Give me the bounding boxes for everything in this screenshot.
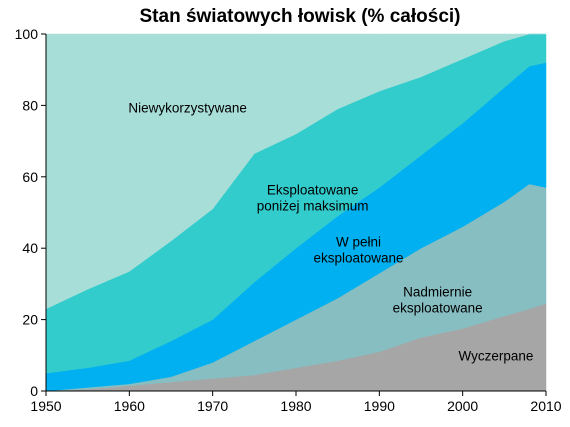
area-label: poniżej maksimum xyxy=(257,199,369,214)
x-tick-label: 1970 xyxy=(197,398,228,414)
area-label: eksploatowane xyxy=(393,300,483,315)
area-label: Niewykorzystywane xyxy=(128,101,247,116)
x-tick-label: 2000 xyxy=(447,398,478,414)
area-niewykorzystywane xyxy=(45,33,546,310)
area-label: W pełni xyxy=(336,234,381,249)
area-label: Wyczerpane xyxy=(459,349,534,364)
y-tick-label: 20 xyxy=(22,312,38,328)
x-tick-label: 2010 xyxy=(530,398,561,414)
x-tick-label: 1990 xyxy=(364,398,395,414)
x-tick-label: 1980 xyxy=(280,398,311,414)
x-tick-label: 1950 xyxy=(30,398,61,414)
y-tick-label: 40 xyxy=(22,240,38,256)
area-label: Eksploatowane xyxy=(267,183,359,198)
y-tick-label: 80 xyxy=(22,97,38,113)
y-tick-label: 0 xyxy=(30,383,38,399)
y-tick-label: 100 xyxy=(15,26,39,42)
tick-labels: 0 20 40 60 80 100 1950 1960 1970 1980 1990 2000 2010 xyxy=(15,26,562,414)
chart-title: Stan światowych łowisk (% całości) xyxy=(140,6,461,27)
area-layers xyxy=(45,33,547,392)
y-tick-label: 60 xyxy=(22,169,38,185)
area-label: Nadmiernie xyxy=(403,284,472,299)
x-tick-label: 1960 xyxy=(114,398,145,414)
area-label: eksploatowane xyxy=(313,250,403,265)
